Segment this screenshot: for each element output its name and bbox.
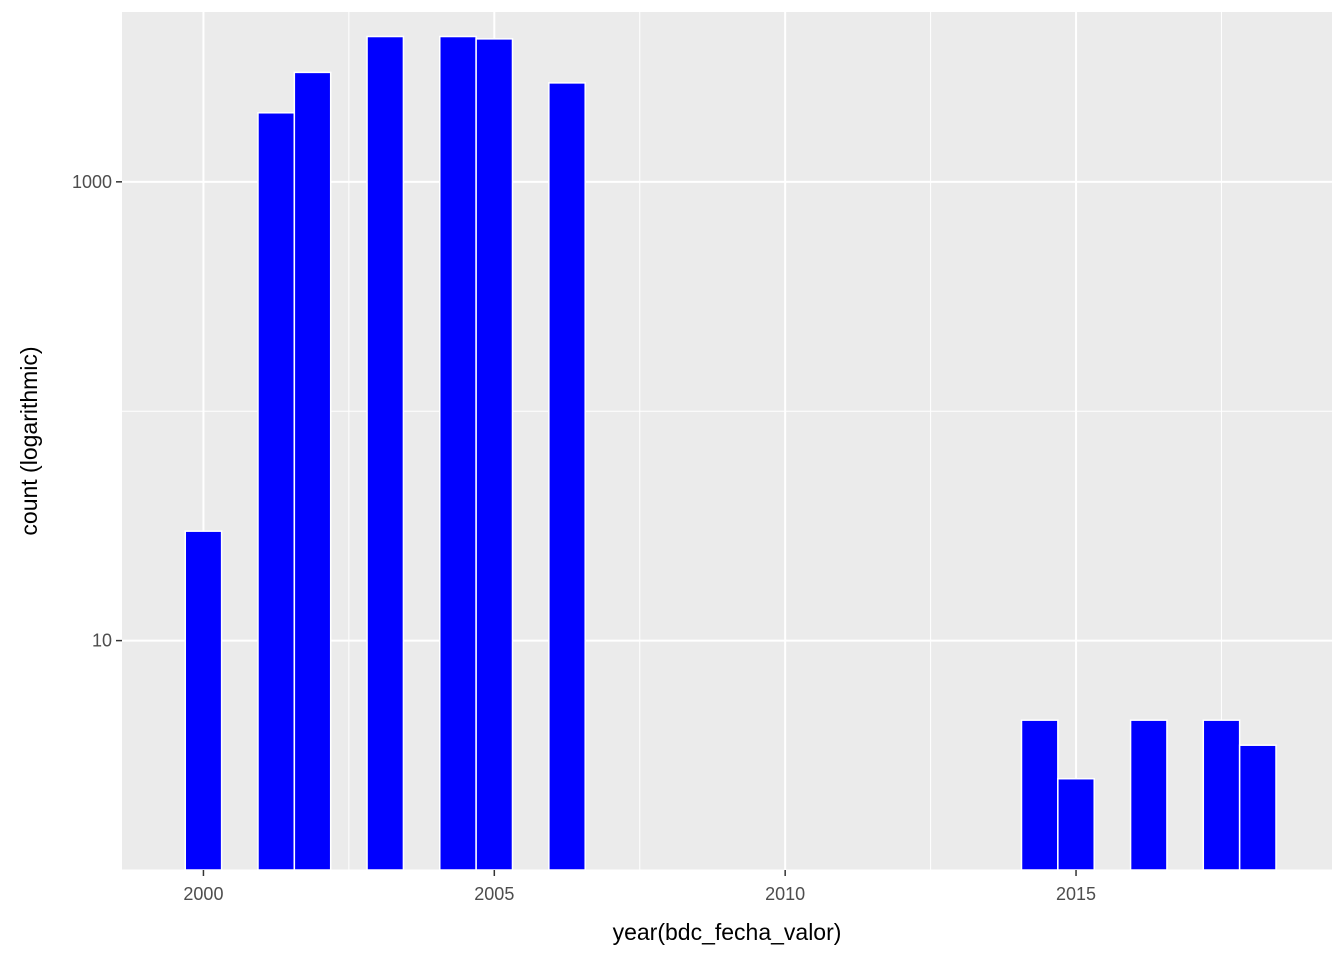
bar <box>293 71 332 871</box>
x-tick-label: 2015 <box>1056 884 1096 904</box>
x-axis-title: year(bdc_fecha_valor) <box>613 919 842 945</box>
x-tick-label: 2005 <box>474 884 514 904</box>
bar <box>257 112 296 871</box>
x-tick-label: 2010 <box>765 884 805 904</box>
y-tick-label: 1000 <box>72 172 112 192</box>
bar <box>184 530 223 871</box>
bar <box>548 82 586 871</box>
bar <box>366 35 405 871</box>
bar <box>1202 719 1241 871</box>
x-tick-label: 2000 <box>183 884 223 904</box>
bar <box>1057 777 1095 871</box>
bar <box>439 35 477 871</box>
bars <box>184 35 1277 871</box>
bar <box>475 38 514 871</box>
y-axis-title: count (logarithmic) <box>16 346 42 535</box>
bar <box>1020 719 1059 871</box>
y-tick-label: 10 <box>92 631 112 651</box>
x-axis: 2000 2005 2010 2015 <box>183 870 1096 904</box>
y-axis: 10 1000 <box>72 172 122 651</box>
grid-minor <box>122 12 1332 871</box>
bar <box>1238 744 1277 871</box>
bar <box>1129 719 1168 871</box>
